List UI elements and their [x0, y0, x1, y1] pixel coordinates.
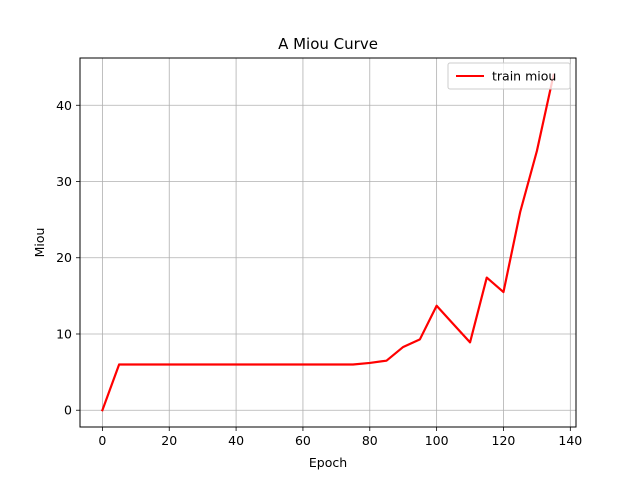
- x-axis-label: Epoch: [309, 455, 347, 470]
- legend-label-train-miou: train miou: [492, 69, 556, 84]
- y-tick-label: 30: [56, 174, 72, 189]
- series-layer: [100, 73, 555, 412]
- legend-box: [447, 62, 571, 90]
- y-tick-label: 40: [56, 98, 72, 113]
- x-tick-label: 140: [558, 433, 582, 448]
- grid: [80, 58, 576, 427]
- y-tick-label: 0: [64, 403, 72, 418]
- legend: train miou: [447, 62, 571, 90]
- plot-area: [80, 58, 576, 427]
- series-line-train-miou: [100, 73, 555, 412]
- y-tick-label: 10: [56, 326, 72, 341]
- x-tick-label: 60: [295, 433, 311, 448]
- x-tick-label: 80: [362, 433, 378, 448]
- x-tick-label: 100: [425, 433, 449, 448]
- x-tick-label: 40: [228, 433, 244, 448]
- y-axis-label: Miou: [32, 228, 47, 258]
- ticks: 0 20 40 60 80 100 120 140 0 10 20 30 40: [56, 98, 582, 448]
- x-tick-label: 0: [98, 433, 106, 448]
- y-tick-label: 20: [56, 250, 72, 265]
- plot-frame: [79, 57, 577, 428]
- x-tick-label: 120: [492, 433, 516, 448]
- chart-title: A Miou Curve: [278, 35, 378, 53]
- x-tick-label: 20: [161, 433, 177, 448]
